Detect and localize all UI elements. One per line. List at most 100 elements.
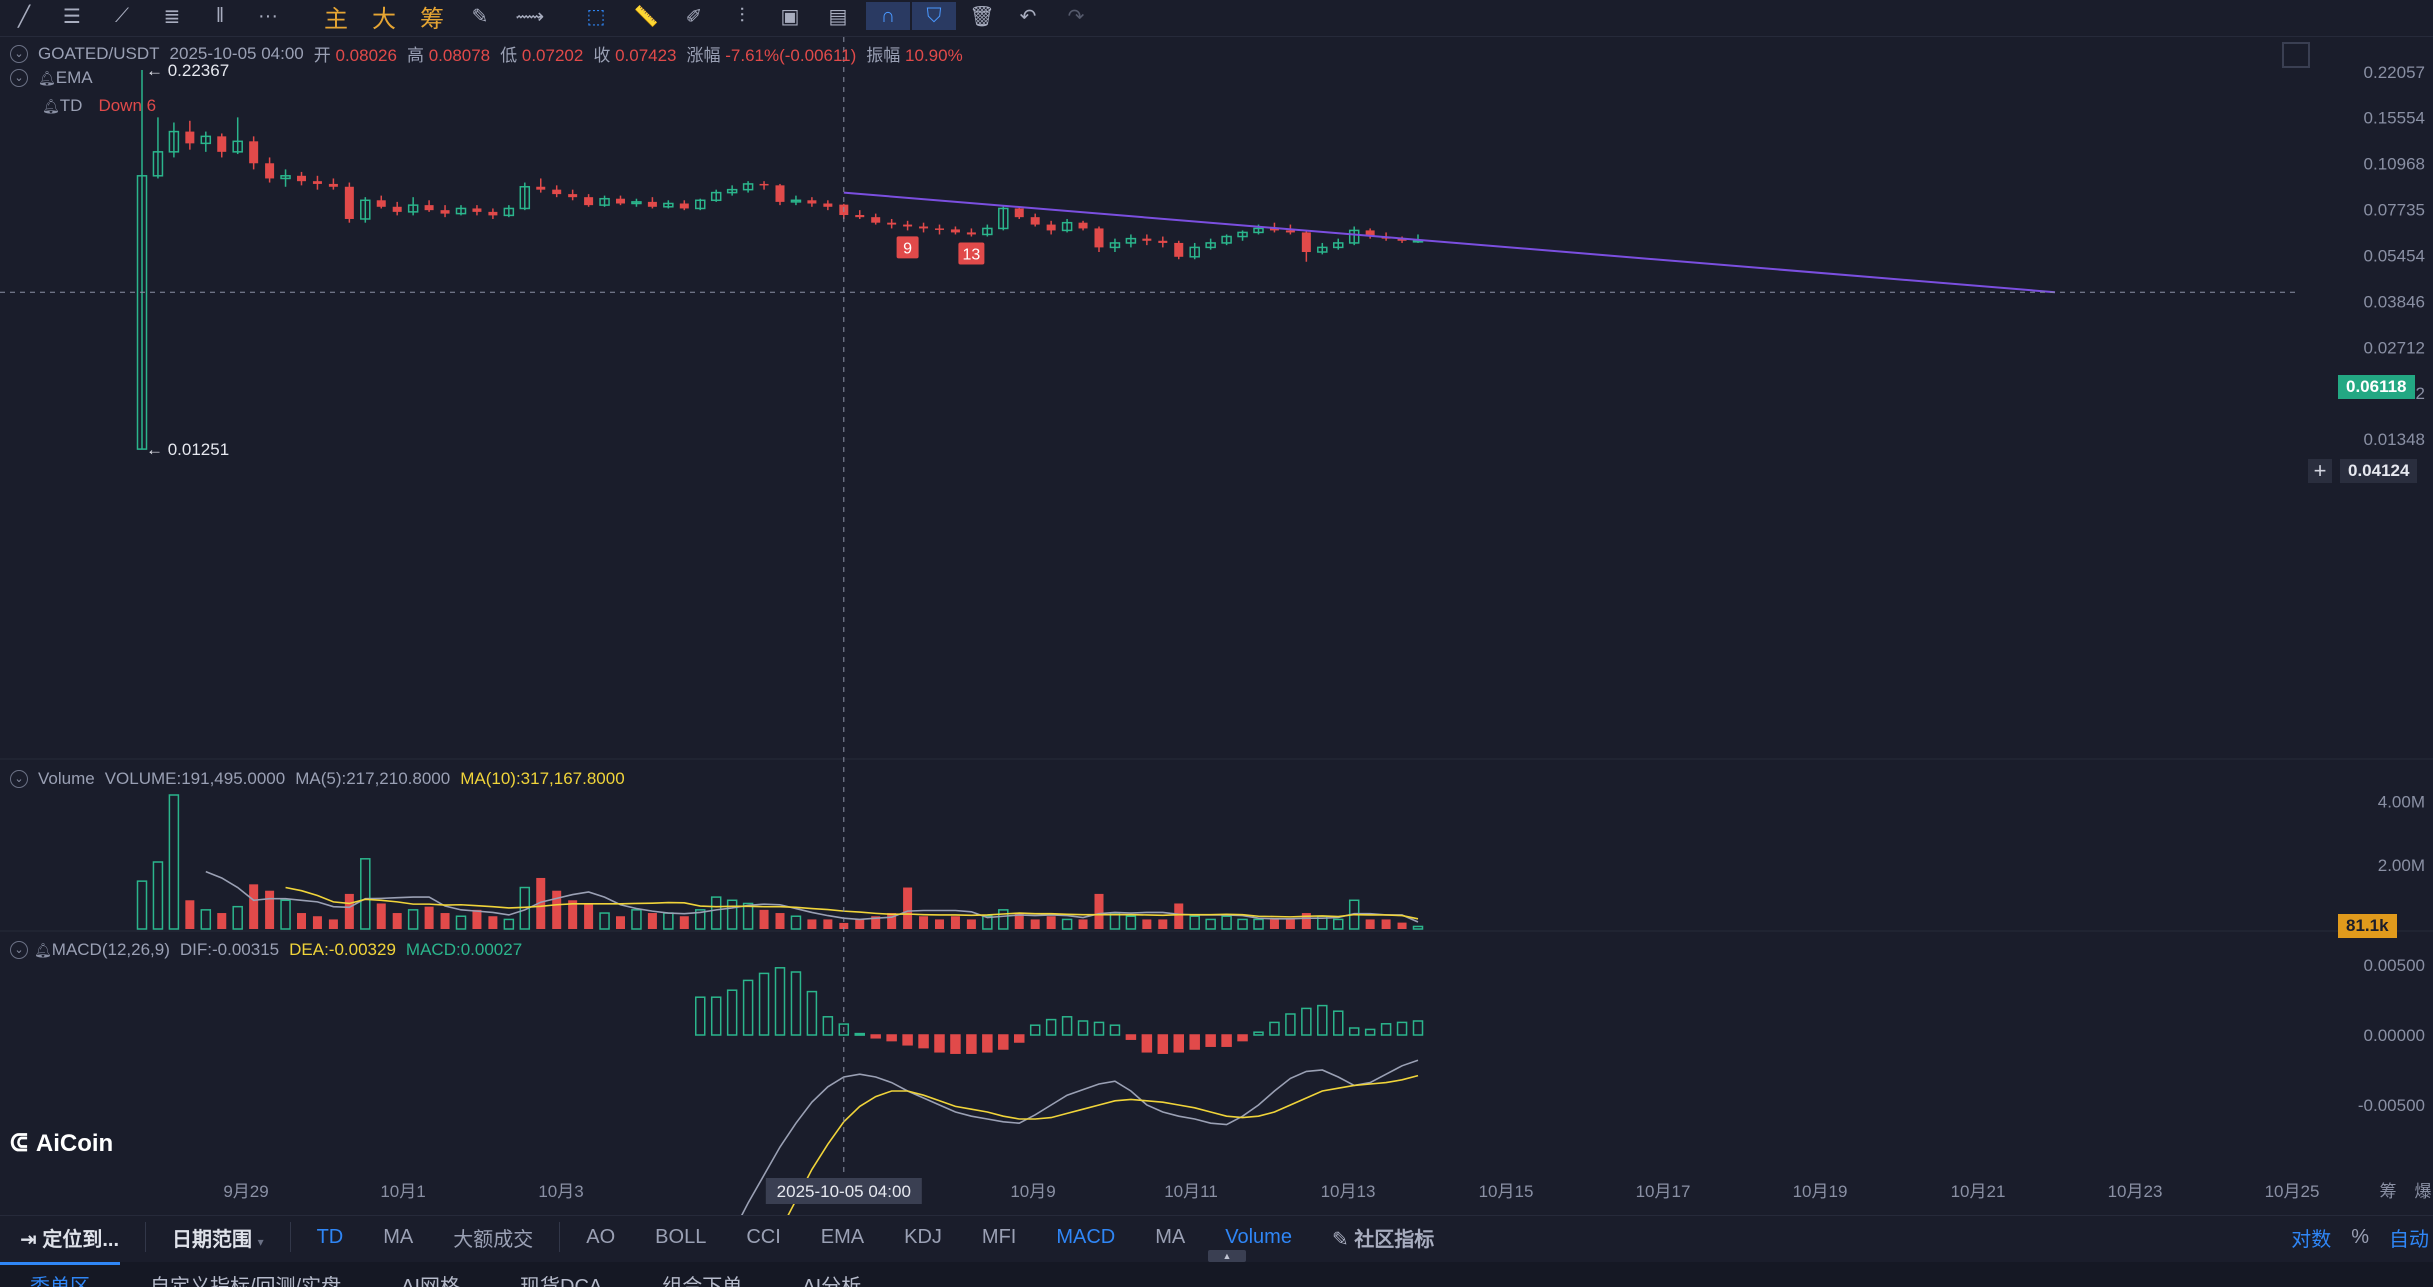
pattern-tool-icon[interactable]: ǁ bbox=[215, 4, 225, 27]
macd-histogram-bar bbox=[998, 1034, 1009, 1050]
candle-body bbox=[185, 131, 195, 144]
auto-scale-toggle[interactable]: 自动 bbox=[2389, 1228, 2429, 1251]
td-9-label: 9 bbox=[903, 240, 912, 257]
macd-histogram-bar bbox=[1380, 1023, 1392, 1036]
community-indicators-button[interactable]: ✎ 社区指标 bbox=[1312, 1223, 1454, 1252]
candle-body bbox=[1253, 227, 1264, 234]
indicator-large-trades[interactable]: 大额成交 bbox=[453, 1228, 534, 1251]
main-chart-button[interactable]: 主 bbox=[324, 5, 348, 33]
locate-button[interactable]: ⇥ 定位到... bbox=[0, 1223, 139, 1252]
date-range-button[interactable]: 日期范围 ▾ bbox=[152, 1223, 284, 1252]
volume-bar bbox=[839, 922, 849, 929]
log-scale-toggle[interactable]: 对数 bbox=[2291, 1228, 2332, 1251]
candle-body bbox=[1142, 238, 1152, 241]
candle-body bbox=[1348, 229, 1360, 244]
percent-scale-toggle[interactable]: % bbox=[2351, 1225, 2369, 1248]
magnet-icon[interactable]: ∩ bbox=[866, 2, 910, 30]
volume-bar bbox=[536, 877, 546, 929]
indicator-mfi[interactable]: MFI bbox=[981, 1225, 1017, 1248]
horizontal-lines-icon[interactable]: ☰ bbox=[63, 5, 81, 28]
indicator-volume[interactable]: Volume bbox=[1225, 1225, 1292, 1248]
volume-bar bbox=[168, 794, 180, 930]
candle-body bbox=[519, 186, 531, 210]
fullscreen-icon[interactable] bbox=[2282, 42, 2310, 68]
volume-bar bbox=[1078, 919, 1088, 929]
macd-histogram-bar bbox=[1253, 1031, 1264, 1036]
candle-body bbox=[1301, 232, 1311, 253]
indicator-macd[interactable]: MACD bbox=[1056, 1225, 1116, 1248]
collapse-macd-icon[interactable]: ⌄ bbox=[10, 941, 28, 959]
indicator-ma-sub[interactable]: MA bbox=[1155, 1225, 1186, 1248]
undo-icon[interactable]: ↶ bbox=[1019, 5, 1037, 28]
indicator-ema[interactable]: EMA bbox=[820, 1225, 865, 1248]
filter-icon[interactable]: ⛉ bbox=[912, 2, 956, 30]
tab-custom-indicators[interactable]: 自定义指标/回测/实盘 bbox=[150, 1276, 342, 1287]
volume-bar bbox=[807, 919, 817, 929]
redo-icon[interactable]: ↷ bbox=[1067, 5, 1085, 28]
volume-bar bbox=[136, 880, 148, 930]
collapse-volume-icon[interactable]: ⌄ bbox=[10, 770, 28, 788]
tab-combo-order[interactable]: 组合下单 bbox=[662, 1276, 743, 1287]
volume-bar bbox=[759, 909, 769, 929]
ema-label[interactable]: EMA bbox=[55, 68, 93, 87]
bell-icon[interactable]: 🔔︎ bbox=[38, 69, 56, 86]
indicator-kdj[interactable]: KDJ bbox=[904, 1225, 942, 1248]
collapse-ema-icon[interactable]: ⌄ bbox=[10, 69, 28, 87]
indicator-ao[interactable]: AO bbox=[586, 1225, 616, 1248]
tab-orders[interactable]: 委单区 bbox=[0, 1262, 120, 1287]
td-9-badge bbox=[896, 236, 919, 259]
amplitude-value: 10.90% bbox=[905, 46, 963, 65]
drawing-icon[interactable]: ⟿ bbox=[515, 5, 545, 28]
note-icon[interactable]: ▤ bbox=[828, 5, 848, 28]
candle-body bbox=[726, 188, 738, 194]
edit-icon[interactable]: ✎ bbox=[471, 5, 489, 28]
add-alert-icon[interactable]: + bbox=[2308, 459, 2332, 483]
candle-body bbox=[568, 194, 578, 198]
panel-toggle-handle[interactable]: ▲ bbox=[1208, 1250, 1246, 1262]
tab-ai-analysis[interactable]: AI分析 bbox=[802, 1276, 862, 1287]
candle-body bbox=[616, 198, 625, 204]
td-label[interactable]: TD bbox=[59, 96, 83, 115]
indicator-boll[interactable]: BOLL bbox=[655, 1225, 707, 1248]
candle-body bbox=[663, 202, 674, 208]
candle-body bbox=[344, 186, 354, 219]
candle-body bbox=[742, 183, 754, 191]
price-axis-label: 0.02712 bbox=[2364, 338, 2425, 357]
fib-tool-icon[interactable]: ⟋ bbox=[115, 4, 129, 27]
tab-ai-grid[interactable]: AI网格 bbox=[401, 1276, 461, 1287]
indicator-ma[interactable]: MA bbox=[383, 1225, 414, 1248]
bell-icon[interactable]: 🔔︎ bbox=[42, 97, 60, 114]
candle-body bbox=[710, 191, 722, 202]
crosshair-price-tag: 0.04124 bbox=[2340, 459, 2418, 483]
indicator-cci[interactable]: CCI bbox=[746, 1225, 781, 1248]
bell-icon[interactable]: 🔔︎ bbox=[34, 941, 52, 958]
pen-icon[interactable]: ✐ bbox=[685, 5, 703, 28]
volume-label[interactable]: Volume bbox=[38, 769, 95, 788]
collapse-main-icon[interactable]: ⌄ bbox=[10, 44, 28, 63]
trash-icon[interactable]: 🗑 bbox=[969, 5, 995, 28]
locate-icon: ⇥ bbox=[20, 1228, 37, 1251]
crosshair-date-box bbox=[765, 1178, 922, 1204]
volume-bar bbox=[488, 916, 498, 929]
ruler-icon[interactable]: 📏 bbox=[633, 5, 659, 28]
macd-label[interactable]: MACD(12,26,9) bbox=[51, 940, 170, 959]
volume-bar bbox=[823, 919, 833, 929]
chip-button[interactable]: 筹 bbox=[420, 5, 444, 33]
indicator-td[interactable]: TD bbox=[316, 1225, 344, 1248]
more-icon[interactable]: ··· bbox=[258, 4, 278, 27]
candle-body bbox=[807, 200, 817, 204]
line-tool-icon[interactable]: ╱ bbox=[17, 5, 31, 28]
candle-body bbox=[935, 228, 944, 230]
big-order-button[interactable]: 大 bbox=[372, 5, 396, 33]
tab-spot-dca[interactable]: 现货DCA bbox=[520, 1276, 603, 1287]
volume-bar bbox=[1205, 918, 1216, 930]
select-icon[interactable]: ⬚ bbox=[586, 5, 606, 28]
volume-bar bbox=[631, 909, 642, 930]
macd-histogram-bar bbox=[1221, 1034, 1232, 1047]
bars-icon[interactable]: ⫶ bbox=[739, 4, 745, 27]
lock-icon[interactable]: ▣ bbox=[780, 5, 800, 28]
channel-tool-icon[interactable]: ≣ bbox=[163, 5, 181, 28]
macd-histogram-bar bbox=[966, 1034, 977, 1054]
candle-body bbox=[1158, 240, 1168, 243]
